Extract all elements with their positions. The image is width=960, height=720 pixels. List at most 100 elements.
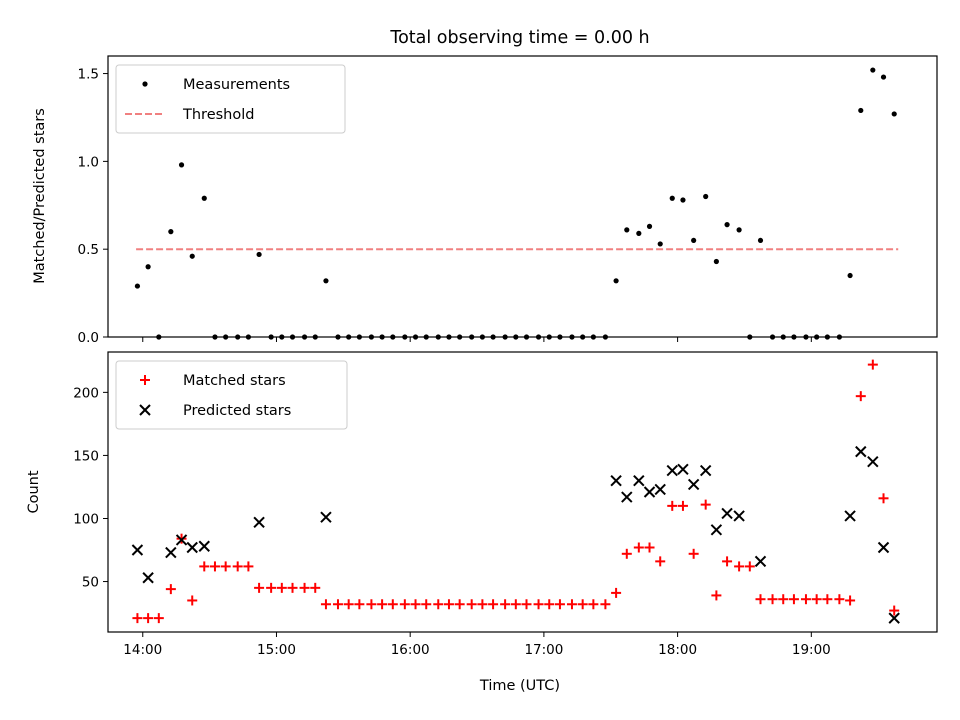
top-data-point [713,258,719,265]
bottom-data-point [332,599,343,610]
top-panel: 0.0 0.5 1.0 1.5 Measurements Threshold [78,55,938,346]
top-y-tick-label: 0.0 [78,330,99,346]
bottom-data-point [488,599,499,610]
bottom-data-point [666,464,678,477]
bottom-y-axis-label: Count [26,470,42,513]
bottom-data-point [566,599,577,610]
bottom-y-tick-label: 150 [73,448,99,464]
bottom-data-point [610,474,622,487]
bottom-data-point-b [733,510,745,522]
bottom-legend-swatch-b [139,404,151,416]
bottom-data-point [621,491,633,503]
bottom-data-point [343,599,354,610]
bottom-legend-swatch [139,404,151,416]
bottom-data-point-b [198,540,210,552]
bottom-data-point [165,546,177,559]
bottom-data-point [778,594,789,605]
top-data-point [858,107,864,114]
bottom-data-point [433,599,444,610]
top-data-point [201,195,207,201]
bottom-axes-frame [107,351,938,633]
bottom-data-point [354,599,365,610]
bottom-data-point [834,594,845,605]
bottom-data-point [677,500,688,511]
bottom-data-point-b [754,555,767,568]
bottom-data-point [410,599,421,610]
bottom-x-tick-label: 17:00 [524,642,563,658]
top-data-point [891,111,897,117]
bottom-data-point [687,478,700,491]
bottom-data-point [611,587,622,598]
bottom-data-point-b [699,464,712,477]
bottom-data-point [577,599,588,610]
bottom-data-point [142,572,154,584]
top-legend-label: Measurements [183,77,290,93]
bottom-data-point [710,524,723,536]
bottom-data-point-b [844,510,856,522]
bottom-data-point-b [633,474,645,487]
bottom-data-point [399,599,410,610]
bottom-data-point-b [643,486,656,498]
bottom-legend-box [115,360,348,430]
bottom-x-tick-label: 18:00 [658,642,697,658]
bottom-data-point [320,511,332,523]
bottom-data-point [754,555,767,568]
top-data-point [189,253,195,259]
bottom-data-point [253,516,265,528]
bottom-x-tick-label: 16:00 [391,642,430,658]
bottom-data-point-b [621,491,633,503]
top-data-point [323,278,329,284]
top-data-point [256,251,262,258]
bottom-data-point [700,499,711,510]
chart-title: Total observing time = 0.00 h [389,28,649,48]
bottom-data-point [643,486,656,498]
bottom-data-point [477,599,488,610]
bottom-data-point-b [175,534,188,546]
bottom-series-plus [132,359,900,624]
bottom-data-point [366,599,377,610]
bottom-data-point-b [253,516,265,528]
bottom-legend-label: Matched stars [183,373,286,389]
top-y-tick-label: 1.5 [78,67,99,83]
bottom-data-point [811,594,822,605]
bottom-data-point [199,561,210,572]
top-data-point [847,272,853,279]
bottom-data-point-b [320,511,332,523]
bottom-data-point [198,540,210,552]
bottom-data-point [688,548,699,559]
bottom-series-x [131,445,900,624]
top-data-point [168,229,174,235]
bottom-data-point [266,582,277,593]
bottom-x-tick-label: 19:00 [792,642,831,658]
top-data-point [736,227,742,233]
bottom-data-point [734,561,745,572]
bottom-x-tick-label: 14:00 [123,642,162,658]
bottom-legend: Matched stars Predicted stars [115,360,348,430]
top-y-tick-label: 0.5 [78,242,99,258]
bottom-data-point [510,599,521,610]
bottom-data-point [767,594,778,605]
top-legend-swatch [142,81,148,87]
bottom-data-point [132,613,143,624]
bottom-data-point [500,599,511,610]
x-axis-label: Time (UTC) [479,678,560,694]
bottom-data-point [654,483,666,496]
bottom-y-tick-label: 100 [73,511,99,527]
bottom-data-point-b [610,474,622,487]
bottom-data-point [889,605,900,616]
top-data-point [178,162,185,168]
bottom-data-point [845,595,856,606]
bottom-data-point [877,541,890,554]
bottom-data-point [878,493,889,504]
bottom-data-point [867,359,878,370]
bottom-data-point [186,541,198,554]
top-data-point [703,193,709,200]
bottom-data-point-b [687,478,700,491]
top-data-point [145,264,151,270]
bottom-data-point [644,542,655,553]
bottom-data-point [699,464,712,477]
bottom-data-point [844,510,856,522]
bottom-data-point [554,599,565,610]
bottom-data-point [855,445,867,458]
bottom-data-point [209,561,220,572]
